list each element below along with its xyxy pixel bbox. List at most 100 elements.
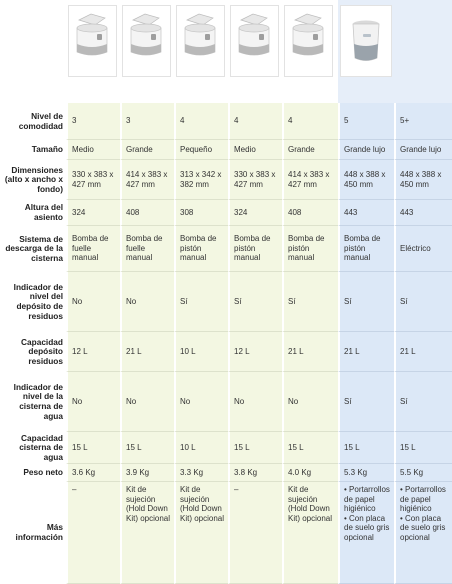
row-label: Dimensiones (alto x ancho x fondo): [4, 164, 63, 194]
portable-toilet-product-image: [176, 5, 225, 77]
spec-row: Dimensiones (alto x ancho x fondo) 330 x …: [0, 160, 452, 200]
spec-row: Indicador de nivel de la cisterna de agu…: [0, 372, 452, 432]
row-label: Indicador de nivel del depósito de resid…: [13, 281, 63, 321]
spec-cell: Bomba de fuelle manual: [120, 226, 174, 272]
portable-toilet-product-image: [284, 5, 333, 77]
spec-cell: 21 L: [394, 332, 452, 372]
row-label: Capacidad depósito residuos: [21, 336, 63, 366]
spec-cell: 15 L: [394, 432, 452, 464]
list-item: • Portarrollos de papel higiénico: [400, 485, 450, 514]
spec-cell: 443: [338, 200, 394, 226]
spec-cell: No: [120, 372, 174, 432]
spec-cell: No: [66, 372, 120, 432]
spec-cell: Sí: [338, 272, 394, 332]
spec-cell: 21 L: [120, 332, 174, 372]
spec-cell: Sí: [394, 372, 452, 432]
spec-cell: Bomba de pistón manual: [338, 226, 394, 272]
list-item: • Portarrollos de papel higiénico: [344, 485, 392, 514]
product-image-cell: [228, 0, 282, 103]
more-info-cell: • Portarrollos de papel higiénico • Con p…: [394, 482, 452, 584]
product-image-cell: [338, 0, 394, 103]
spec-cell: 330 x 383 x 427 mm: [228, 160, 282, 200]
list-item: • Con placa de suelo gris opcional: [344, 514, 392, 543]
spec-cell: 3.8 Kg: [228, 464, 282, 482]
spec-row: Tamaño Medio Grande Pequeño Medio Grande Grand…: [0, 140, 452, 160]
more-info-row: Más información – Kit de sujeción (Hold Do…: [0, 482, 452, 584]
bullet-icon: •: [344, 485, 350, 494]
spec-cell: Medio: [228, 140, 282, 160]
spec-cell: 12 L: [66, 332, 120, 372]
spec-row: Indicador de nivel del depósito de resid…: [0, 272, 452, 332]
spec-cell: 4: [282, 103, 338, 140]
list-item: • Con placa de suelo gris opcional: [400, 514, 450, 543]
spec-cell: Grande lujo: [338, 140, 394, 160]
spec-cell: Sí: [174, 272, 228, 332]
spec-cell: 3: [66, 103, 120, 140]
spec-cell: 330 x 383 x 427 mm: [66, 160, 120, 200]
spec-cell: 408: [282, 200, 338, 226]
spec-cell: 308: [174, 200, 228, 226]
spec-cell: Bomba de pistón manual: [228, 226, 282, 272]
product-image-cell: [282, 0, 338, 103]
list-item-text: Portarrollos de papel higiénico: [400, 485, 446, 513]
spec-cell: Grande: [282, 140, 338, 160]
spec-row: Peso neto 3.6 Kg 3.9 Kg 3.3 Kg 3.8 Kg 4.0 Kg 5…: [0, 464, 452, 482]
spec-cell: 15 L: [66, 432, 120, 464]
spec-cell: 4: [174, 103, 228, 140]
spec-cell: 5.5 Kg: [394, 464, 452, 482]
portable-toilet-product-image: [122, 5, 171, 77]
row-label: Sistema de descarga de la cisterna: [5, 233, 63, 263]
row-label: Peso neto: [23, 467, 63, 478]
product-image-cell: [66, 0, 120, 103]
spec-row: Altura del asiento 324 408 308 324 408 443 443: [0, 200, 452, 226]
more-info-cell: Kit de sujeción (Hold Down Kit) opcional: [282, 482, 338, 584]
more-info-cell: Kit de sujeción (Hold Down Kit) opcional: [174, 482, 228, 584]
spec-cell: 448 x 388 x 450 mm: [338, 160, 394, 200]
list-item-text: Con placa de suelo gris opcional: [400, 513, 446, 542]
spec-cell: Sí: [394, 272, 452, 332]
spec-cell: No: [174, 372, 228, 432]
more-info-cell: Kit de sujeción (Hold Down Kit) opcional: [120, 482, 174, 584]
spec-cell: 5+: [394, 103, 452, 140]
bullet-icon: •: [344, 513, 350, 523]
spec-cell: 414 x 383 x 427 mm: [120, 160, 174, 200]
spec-cell: Bomba de fuelle manual: [66, 226, 120, 272]
spec-cell: 3: [120, 103, 174, 140]
bullet-icon: •: [400, 485, 406, 494]
spec-cell: 15 L: [228, 432, 282, 464]
row-label: Más información: [15, 522, 63, 542]
spec-cell: 12 L: [228, 332, 282, 372]
spec-cell: Grande: [120, 140, 174, 160]
spec-cell: 313 x 342 x 382 mm: [174, 160, 228, 200]
spec-cell: 10 L: [174, 432, 228, 464]
more-info-cell: –: [66, 482, 120, 584]
spec-cell: 443: [394, 200, 452, 226]
spec-cell: 10 L: [174, 332, 228, 372]
spec-cell: 448 x 388 x 450 mm: [394, 160, 452, 200]
spec-cell: 3.9 Kg: [120, 464, 174, 482]
product-image-cell: [120, 0, 174, 103]
spec-cell: 414 x 383 x 427 mm: [282, 160, 338, 200]
spec-cell: 4.0 Kg: [282, 464, 338, 482]
spec-cell: 21 L: [282, 332, 338, 372]
spec-cell: 324: [228, 200, 282, 226]
more-info-cell: –: [228, 482, 282, 584]
row-label: Altura del asiento: [24, 202, 63, 222]
spec-cell: 15 L: [338, 432, 394, 464]
spec-row: Nivel de comodidad 3 3 4 4 4 5 5+: [0, 103, 452, 140]
more-info-cell: • Portarrollos de papel higiénico • Con p…: [338, 482, 394, 584]
list-item-text: Portarrollos de papel higiénico: [344, 485, 390, 513]
row-label: Tamaño: [31, 144, 63, 155]
spec-cell: 5.3 Kg: [338, 464, 394, 482]
spec-cell: 3.6 Kg: [66, 464, 120, 482]
list-item-text: Con placa de suelo gris opcional: [344, 513, 390, 542]
portable-toilet-product-image: [68, 5, 117, 77]
spec-row: Capacidad cisterna de agua 15 L 15 L 10 L 15…: [0, 432, 452, 464]
spec-cell: Sí: [228, 272, 282, 332]
spec-cell: 15 L: [282, 432, 338, 464]
bullet-icon: •: [400, 513, 406, 523]
product-image-cell: [174, 0, 228, 103]
more-info-list: • Portarrollos de papel higiénico • Con p…: [344, 485, 392, 542]
more-info-list: • Portarrollos de papel higiénico • Con p…: [400, 485, 450, 542]
